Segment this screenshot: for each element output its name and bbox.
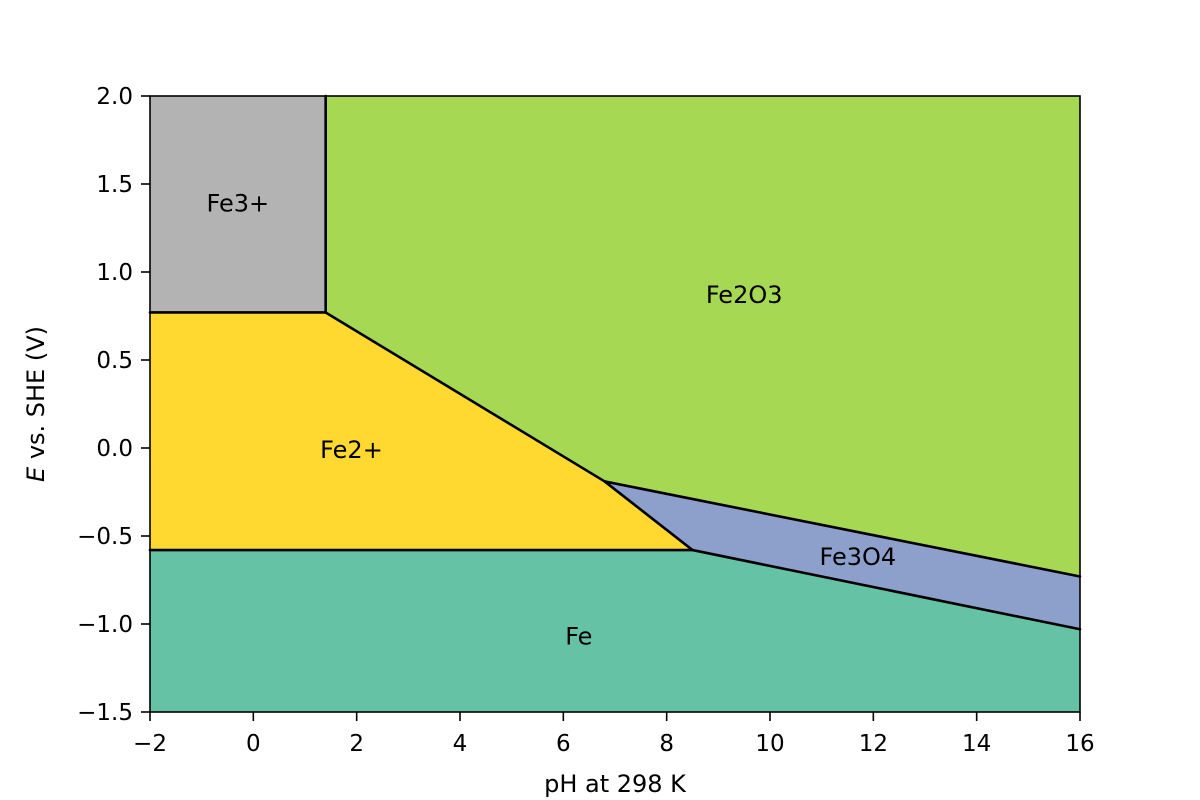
x-axis: −2 0 2 4 6 8 10 12 14 16	[133, 712, 1095, 757]
y-tick-label: 0.0	[96, 436, 133, 462]
y-tick-label: −1.5	[77, 700, 133, 726]
x-tick-label: 4	[453, 731, 468, 757]
boundary-line	[603, 480, 1082, 578]
y-axis: −1.5 −1.0 −0.5 0.0 0.5 1.0 1.5 2.0	[77, 84, 150, 726]
y-tick-label: −1.0	[77, 612, 133, 638]
y-axis-label: E vs. SHE (V)	[22, 326, 50, 482]
x-tick-label: 16	[1065, 731, 1094, 757]
x-tick-label: 12	[859, 731, 888, 757]
x-axis-label: pH at 298 K	[544, 770, 687, 798]
x-tick-label: 6	[556, 731, 571, 757]
y-tick-label: −0.5	[77, 524, 133, 550]
region-label-fe3o4: Fe3O4	[819, 543, 896, 571]
region-label-fe2o3: Fe2O3	[706, 281, 783, 309]
y-tick-label: 2.0	[96, 84, 133, 110]
x-tick-label: 14	[962, 731, 991, 757]
boundary-line	[324, 311, 606, 483]
region-label-fe: Fe	[565, 622, 592, 650]
stability-regions	[150, 96, 1080, 712]
boundary-line	[603, 480, 694, 552]
region-labels: Fe3+ Fe2O3 Fe2+ Fe3O4 Fe	[207, 189, 897, 650]
y-axis-label-symbol: E	[22, 466, 50, 482]
region-fe	[150, 550, 1080, 712]
boundary-line	[691, 548, 1082, 631]
x-tick-label: 10	[755, 731, 784, 757]
region-fe2-plus	[150, 312, 693, 551]
x-tick-label: −2	[133, 731, 167, 757]
region-label-fe2-plus: Fe2+	[320, 436, 383, 464]
region-label-fe3-plus: Fe3+	[207, 189, 270, 217]
y-tick-label: 1.0	[96, 260, 133, 286]
y-tick-label: 1.5	[96, 172, 133, 198]
region-fe2o3	[325, 96, 1080, 577]
region-fe3-plus	[150, 96, 326, 313]
x-tick-label: 0	[246, 731, 261, 757]
region-fe3o4	[604, 481, 1080, 630]
plot-frame	[149, 95, 1081, 713]
y-tick-label: 0.5	[96, 348, 133, 374]
y-axis-label-text: vs. SHE (V)	[22, 326, 50, 467]
x-tick-label: 2	[349, 731, 364, 757]
phase-boundaries	[148, 94, 1082, 631]
x-tick-label: 8	[659, 731, 674, 757]
